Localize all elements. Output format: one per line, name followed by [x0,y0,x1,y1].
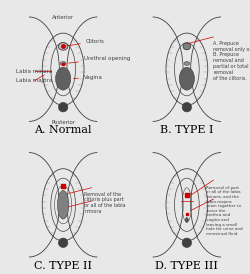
Ellipse shape [179,67,194,90]
Ellipse shape [60,62,66,65]
Text: Labia minora: Labia minora [16,68,52,74]
Ellipse shape [182,102,192,112]
Ellipse shape [58,102,68,112]
Ellipse shape [182,238,192,247]
Text: Labia majora: Labia majora [16,78,52,83]
Text: Removal of part
or all of the labia
minora, and the
labia majora
sewn together t: Removal of part or all of the labia mino… [206,186,242,236]
Ellipse shape [58,190,69,219]
Ellipse shape [58,238,68,247]
Text: B. TYPE I: B. TYPE I [160,125,214,135]
Ellipse shape [58,43,68,50]
Text: Vagina: Vagina [74,75,103,80]
Text: Posterior: Posterior [51,120,75,125]
Text: A. Prepuce
removal only or
B. Prepuce
removal and
partial or total
removal
of th: A. Prepuce removal only or B. Prepuce re… [214,41,250,81]
Text: D. TYPE III: D. TYPE III [156,261,218,270]
Ellipse shape [56,67,71,90]
Text: Urethral opening: Urethral opening [69,56,130,63]
Text: Anterior: Anterior [52,15,74,21]
Text: C. TYPE II: C. TYPE II [34,261,92,270]
Text: Clitoris: Clitoris [67,39,105,46]
Ellipse shape [184,62,190,65]
Ellipse shape [183,43,191,50]
Ellipse shape [186,218,188,222]
Text: Removal of the
clitoris plus part
or all of the labia
minora: Removal of the clitoris plus part or all… [84,192,126,214]
Text: A. Normal: A. Normal [34,125,92,135]
